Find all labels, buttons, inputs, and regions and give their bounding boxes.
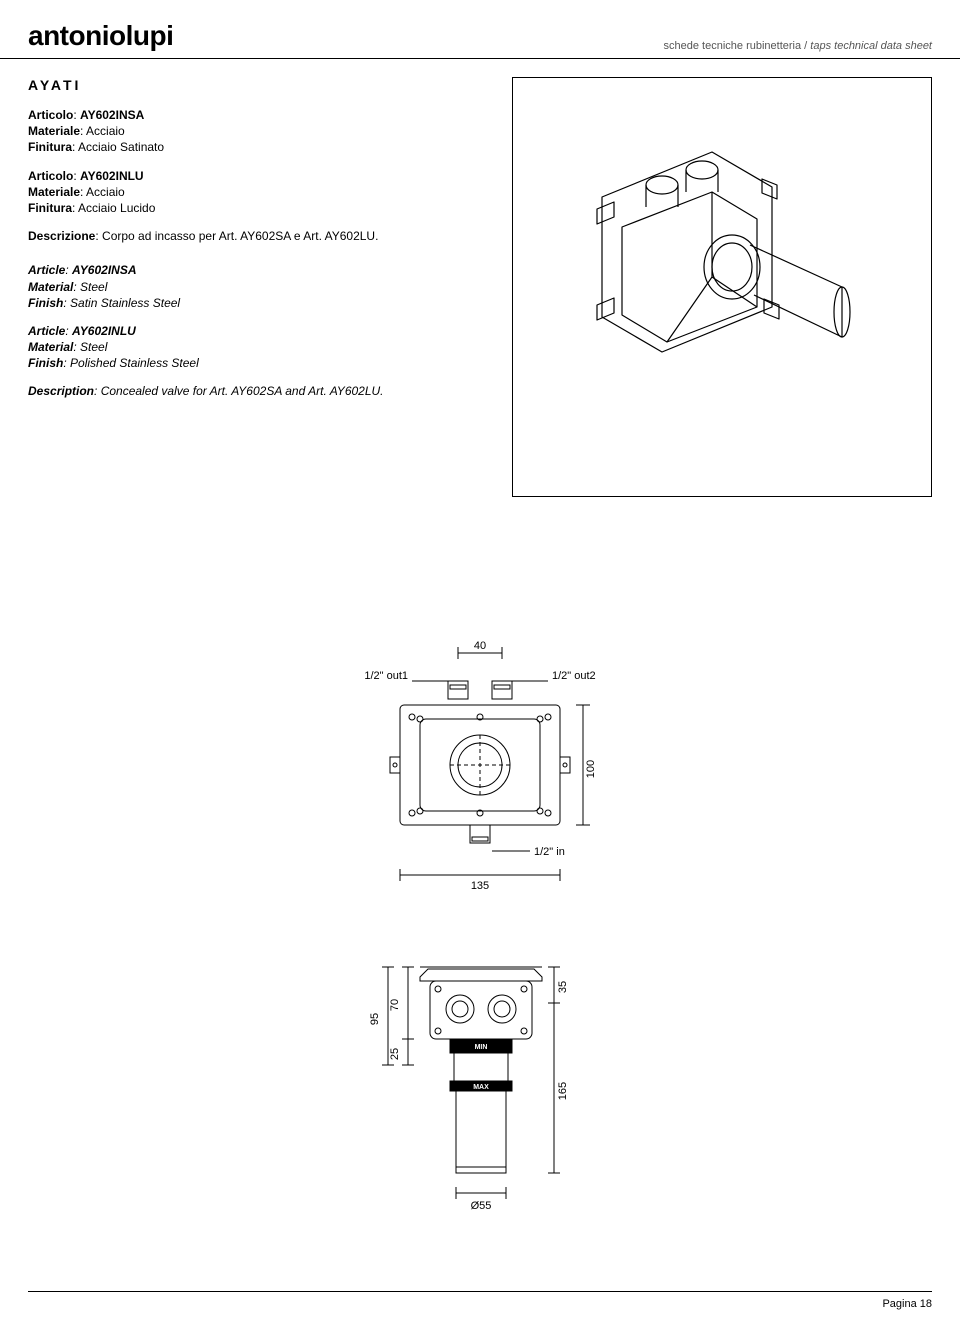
val-materiale: Acciaio	[86, 185, 125, 199]
dim-35: 35	[557, 981, 569, 993]
dim-165: 165	[557, 1082, 569, 1100]
subtitle-sep: /	[801, 40, 810, 52]
page-header: antoniolupi schede tecniche rubinetteria…	[0, 0, 960, 59]
desc-it-text: Corpo ad incasso per Art. AY602SA e Art.…	[102, 229, 378, 243]
label-articolo: Articolo	[28, 169, 73, 183]
val-finitura: Acciaio Lucido	[78, 201, 155, 215]
desc-en-label: Description	[28, 384, 94, 398]
label-finitura: Finitura	[28, 201, 72, 215]
val-article: AY602INSA	[72, 263, 136, 277]
spec-en-2: Article: AY602INLU Material: Steel Finis…	[28, 323, 468, 372]
label-min: MIN	[475, 1044, 488, 1051]
desc-it-label: Descrizione	[28, 229, 95, 243]
label-out1: 1/2" out1	[364, 670, 408, 682]
product-name: AYATI	[28, 77, 468, 93]
val-article: AY602INLU	[72, 324, 136, 338]
label-finitura: Finitura	[28, 140, 72, 154]
dim-95: 95	[369, 1013, 381, 1025]
subtitle-en: taps technical data sheet	[810, 40, 932, 52]
technical-drawings: 40 1/2" out1 1/2" out2 1/2" in	[0, 637, 960, 1227]
label-max: MAX	[473, 1084, 489, 1091]
spec-it-2: Articolo: AY602INLU Materiale: Acciaio F…	[28, 168, 468, 217]
val-articolo: AY602INSA	[80, 108, 144, 122]
specs-column: AYATI Articolo: AY602INSA Materiale: Acc…	[28, 77, 468, 497]
brand-logo: antoniolupi	[28, 20, 173, 52]
dim-diameter: Ø55	[471, 1200, 492, 1212]
page-number: Pagina 18	[882, 1298, 932, 1310]
desc-it: Descrizione: Corpo ad incasso per Art. A…	[28, 228, 468, 244]
label-article: Article	[28, 263, 65, 277]
val-finitura: Acciaio Satinato	[78, 140, 164, 154]
dim-40: 40	[474, 640, 486, 652]
val-articolo: AY602INLU	[80, 169, 144, 183]
label-out2: 1/2" out2	[552, 670, 596, 682]
content-row: AYATI Articolo: AY602INSA Materiale: Acc…	[0, 59, 960, 497]
val-material: Steel	[80, 280, 107, 294]
subtitle-it: schede tecniche rubinetteria	[664, 40, 802, 52]
label-finish: Finish	[28, 296, 63, 310]
label-articolo: Articolo	[28, 108, 73, 122]
front-view-drawing: 40 1/2" out1 1/2" out2 1/2" in	[320, 637, 640, 917]
label-in: 1/2" in	[534, 846, 565, 858]
label-finish: Finish	[28, 356, 63, 370]
label-article: Article	[28, 324, 65, 338]
dim-25: 25	[389, 1048, 401, 1060]
dim-100: 100	[585, 760, 597, 778]
val-material: Steel	[80, 340, 107, 354]
label-materiale: Materiale	[28, 124, 80, 138]
label-materiale: Materiale	[28, 185, 80, 199]
spec-it-1: Articolo: AY602INSA Materiale: Acciaio F…	[28, 107, 468, 156]
isometric-drawing	[542, 137, 902, 437]
dim-135: 135	[471, 880, 489, 892]
iso-column	[508, 77, 932, 497]
val-finish: Polished Stainless Steel	[70, 356, 199, 370]
label-material: Material	[28, 340, 73, 354]
page-footer: Pagina 18	[28, 1291, 932, 1310]
val-finish: Satin Stainless Steel	[70, 296, 180, 310]
spec-en-1: Article: AY602INSA Material: Steel Finis…	[28, 262, 468, 311]
label-material: Material	[28, 280, 73, 294]
isometric-drawing-box	[512, 77, 932, 497]
val-materiale: Acciaio	[86, 124, 125, 138]
dim-70: 70	[389, 999, 401, 1011]
header-subtitle: schede tecniche rubinetteria / taps tech…	[664, 40, 932, 52]
side-view-drawing: 95 70 25 35 165 MIN MAX	[320, 947, 640, 1227]
desc-en-text: Concealed valve for Art. AY602SA and Art…	[101, 384, 384, 398]
desc-en: Description: Concealed valve for Art. AY…	[28, 383, 468, 399]
